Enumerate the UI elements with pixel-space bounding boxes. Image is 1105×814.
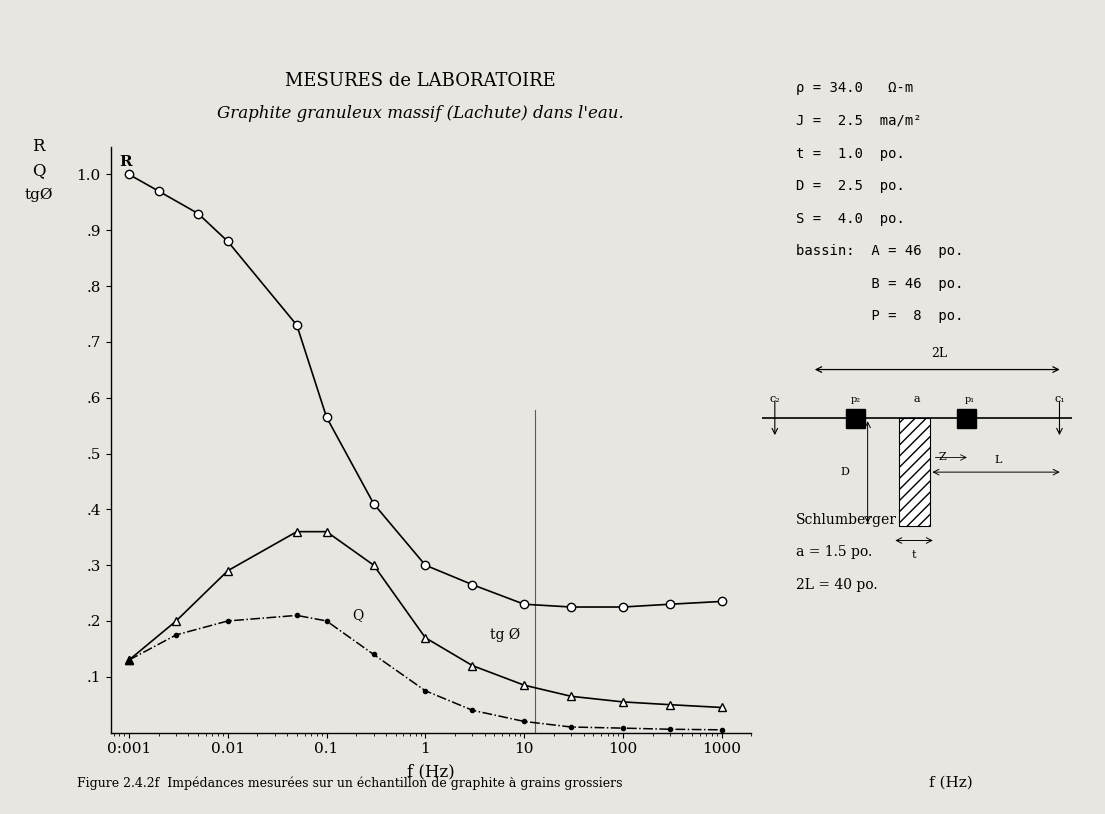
Text: f (Hz): f (Hz) (928, 776, 972, 790)
Text: c₂: c₂ (769, 394, 780, 404)
Text: R: R (32, 138, 45, 155)
Text: Z: Z (939, 453, 947, 462)
Bar (846, 409, 864, 428)
Bar (898, 418, 929, 526)
Text: R: R (119, 155, 131, 168)
Text: Q: Q (351, 608, 364, 623)
Text: 2L: 2L (930, 347, 947, 360)
Text: Figure 2.4.2f  Impédances mesurées sur un échantillon de graphite à grains gross: Figure 2.4.2f Impédances mesurées sur un… (77, 776, 623, 790)
Text: tgØ: tgØ (24, 188, 53, 203)
Text: L: L (993, 455, 1001, 465)
Text: a = 1.5 po.: a = 1.5 po. (796, 545, 872, 559)
Text: p₂: p₂ (850, 395, 861, 404)
Bar (957, 409, 976, 428)
Text: t =  1.0  po.: t = 1.0 po. (796, 147, 905, 160)
Text: Q: Q (32, 163, 45, 179)
Text: 2L = 40 po.: 2L = 40 po. (796, 578, 877, 592)
Text: a: a (914, 394, 920, 404)
Text: B = 46  po.: B = 46 po. (796, 277, 964, 291)
Text: ρ = 34.0   Ω-m: ρ = 34.0 Ω-m (796, 81, 913, 95)
Text: D: D (840, 467, 849, 477)
Text: MESURES de LABORATOIRE: MESURES de LABORATOIRE (284, 72, 556, 90)
Text: Graphite granuleux massif (Lachute) dans l'eau.: Graphite granuleux massif (Lachute) dans… (217, 105, 623, 122)
Text: S =  4.0  po.: S = 4.0 po. (796, 212, 905, 225)
X-axis label: f (Hz): f (Hz) (407, 764, 455, 781)
Text: Schlumberger: Schlumberger (796, 513, 896, 527)
Text: P =  8  po.: P = 8 po. (796, 309, 964, 323)
Text: c₁: c₁ (1054, 394, 1065, 404)
Text: tg Ø: tg Ø (490, 628, 520, 642)
Text: bassin:  A = 46  po.: bassin: A = 46 po. (796, 244, 964, 258)
Text: J =  2.5  ma/m²: J = 2.5 ma/m² (796, 114, 922, 128)
Text: D =  2.5  po.: D = 2.5 po. (796, 179, 905, 193)
Text: p₁: p₁ (965, 395, 975, 404)
Text: t: t (912, 550, 916, 560)
